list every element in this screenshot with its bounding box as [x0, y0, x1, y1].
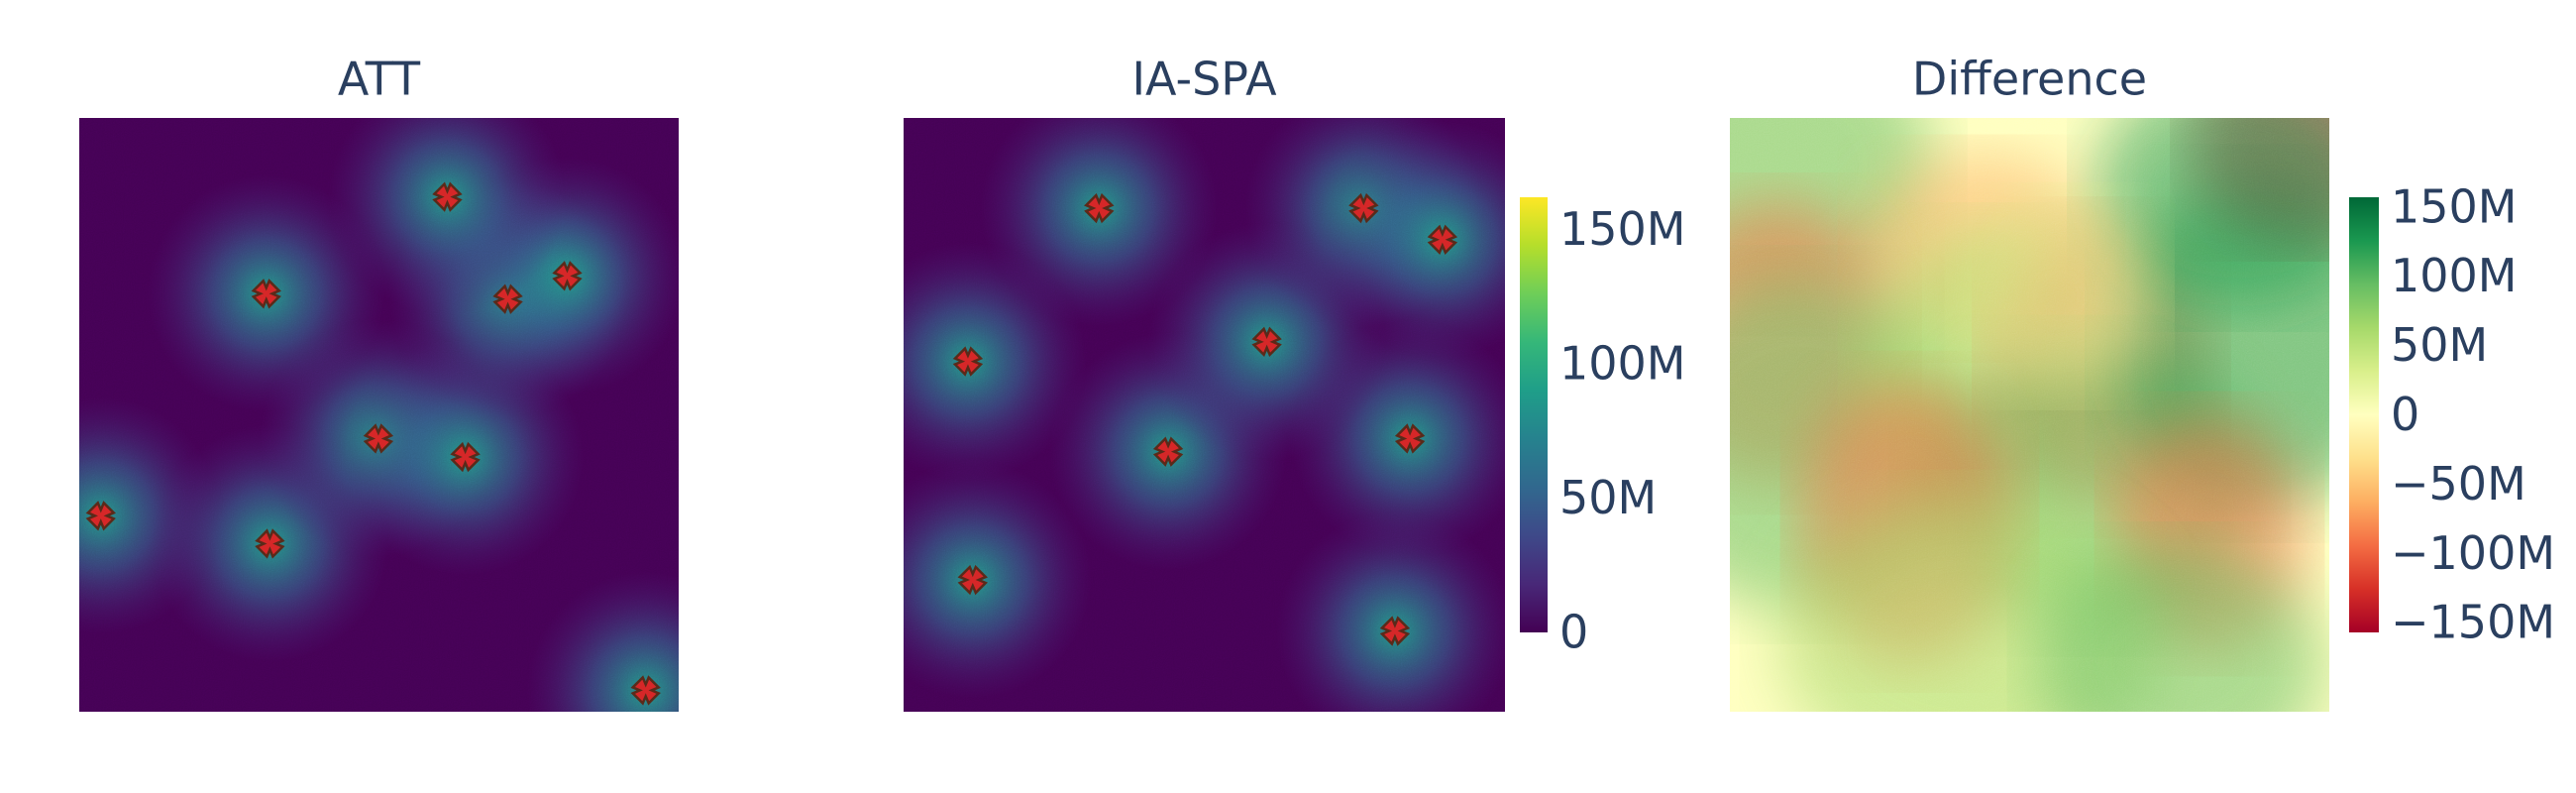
colorbar-tick-label: 100M: [2391, 249, 2518, 302]
panel-title: ATT: [338, 53, 421, 106]
marker: [432, 181, 463, 212]
marker: [1379, 616, 1411, 646]
marker: [1152, 436, 1184, 467]
colorbar-tick-label: −150M: [2391, 596, 2555, 649]
marker: [85, 501, 116, 531]
marker: [255, 528, 285, 559]
marker: [1394, 423, 1426, 454]
panel-title: Difference: [1912, 53, 2147, 106]
colorbar: [2349, 197, 2379, 632]
heatmap-noise: [904, 118, 1505, 712]
colorbar-tick-label: 0: [1559, 606, 1588, 659]
heatmap: [1730, 118, 2329, 712]
colorbar: [1520, 197, 1548, 632]
colorbar-tick-label: −50M: [2391, 457, 2526, 510]
colorbar-tick-label: 100M: [1559, 337, 1686, 391]
marker: [957, 564, 988, 596]
marker: [630, 675, 661, 706]
marker: [1251, 326, 1282, 358]
colorbar-tick-label: −100M: [2391, 526, 2555, 580]
marker: [1348, 192, 1379, 224]
marker: [1084, 192, 1115, 224]
heatmap: [79, 118, 679, 712]
marker: [251, 279, 281, 309]
panel-title: IA-SPA: [1131, 53, 1277, 106]
heatmap-noise: [79, 118, 679, 712]
heatmap: [904, 118, 1505, 712]
colorbar-tick-label: 0: [2391, 388, 2419, 441]
plots: ATT IA-SPA 0 50M 100M 150M Difference −150M −100…: [79, 53, 2555, 712]
marker: [363, 423, 394, 454]
colorbar-tick-label: 50M: [1559, 471, 1657, 524]
marker: [552, 261, 583, 291]
colorbar-tick-label: 150M: [2391, 179, 2518, 233]
colorbar-tick-label: 50M: [2391, 318, 2488, 372]
heatmap-noise: [1730, 118, 2329, 712]
marker: [492, 283, 523, 314]
marker: [952, 346, 984, 377]
colorbar-tick-label: 150M: [1559, 202, 1686, 256]
marker: [450, 441, 481, 473]
marker: [1427, 224, 1458, 255]
